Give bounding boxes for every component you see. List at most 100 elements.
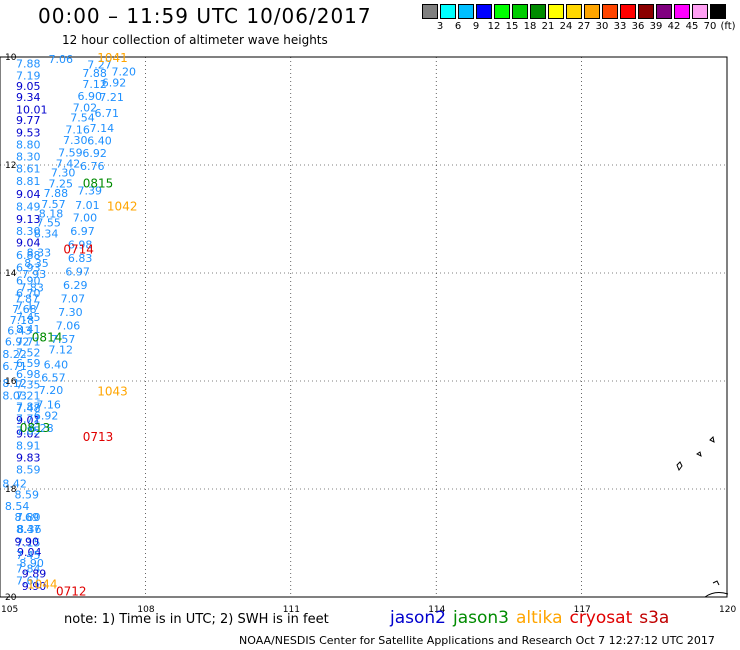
wave-height-label: 6.70 xyxy=(16,287,41,300)
color-scale-label: 36 xyxy=(631,21,645,32)
y-tick-label: 20 xyxy=(5,593,17,603)
wave-height-label: 6.92 xyxy=(82,147,107,160)
color-scale-label: 27 xyxy=(577,21,591,32)
wave-height-label: 7.83 xyxy=(19,282,43,295)
wave-height-label: 8.33 xyxy=(27,246,52,259)
wave-height-label: 9.02 xyxy=(16,427,41,440)
wave-height-label: 8.90 xyxy=(19,557,43,570)
color-swatch xyxy=(692,4,708,19)
legend-altika: altika xyxy=(516,608,563,628)
wave-height-label: 9.13 xyxy=(16,213,41,226)
color-swatch xyxy=(620,4,636,19)
legend-cryosat: cryosat xyxy=(569,608,633,628)
wave-height-label: 9.01 xyxy=(16,414,41,427)
coastline-islands xyxy=(676,435,729,598)
wave-height-label: 7.06 xyxy=(48,53,73,66)
wave-height-label: 6.98 xyxy=(16,368,41,381)
wave-height-label: 6.92 xyxy=(34,409,59,422)
color-scale-label: 18 xyxy=(523,21,537,32)
x-tick-label: 111 xyxy=(283,605,300,615)
wave-height-label: 7.21 xyxy=(16,390,41,403)
wave-height-label: 7.52 xyxy=(16,346,41,359)
wave-height-label: 7.87 xyxy=(16,400,41,413)
wave-height-label: 7.68 xyxy=(12,303,37,316)
x-tick-label: 117 xyxy=(574,605,591,615)
axis-tick-labels: 105 108 111 114 117 120 10 12 14 16 18 20 xyxy=(1,53,736,615)
wave-height-label: 7.48 xyxy=(16,402,41,415)
color-swatch xyxy=(548,4,564,19)
wave-height-label: 7.85 xyxy=(16,425,41,438)
wave-height-label: 9.34 xyxy=(16,91,41,104)
wave-height-label: 8.54 xyxy=(5,500,30,513)
wave-height-label: 7.14 xyxy=(90,122,115,135)
wave-height-label: 6.29 xyxy=(63,279,88,292)
wave-height-label: 7.15 xyxy=(16,536,41,549)
wave-height-label: 8.49 xyxy=(16,201,41,214)
wave-height-label: 6.92 xyxy=(5,336,30,349)
color-scale-label: 6 xyxy=(454,21,462,32)
wave-height-label: 8.12 xyxy=(2,377,27,390)
wave-height-label: 8.80 xyxy=(16,138,41,151)
wave-height-label: 6.43 xyxy=(7,325,32,338)
color-swatch xyxy=(584,4,600,19)
color-swatch xyxy=(422,4,438,19)
map-frame xyxy=(0,56,728,598)
wave-height-label: 7.88 xyxy=(82,67,107,80)
wave-height-label: 7.27 xyxy=(87,58,112,71)
wave-height-label: 6.93 xyxy=(16,262,41,275)
pass-time-label: 1044 xyxy=(27,578,58,592)
pass-time-label: 0712 xyxy=(56,585,87,599)
y-tick-label: 10 xyxy=(5,53,17,63)
color-scale-label: (ft) xyxy=(720,21,736,32)
color-scale-label: 39 xyxy=(649,21,663,32)
map-grid xyxy=(0,56,728,598)
wave-height-label: 7.88 xyxy=(44,187,68,200)
wave-height-label: 7.01 xyxy=(75,199,100,212)
color-swatch xyxy=(602,4,618,19)
wave-height-label: 6.88 xyxy=(16,249,41,262)
wave-height-label: 6.90 xyxy=(78,90,103,103)
wave-height-label: 7.30 xyxy=(51,166,76,179)
color-swatch xyxy=(638,4,654,19)
color-scale-label: 3 xyxy=(436,21,444,32)
map-title: 00:00 – 11:59 UTC 10/06/2017 xyxy=(38,4,372,28)
wave-height-label: 7.88 xyxy=(16,57,41,70)
color-scale-label: 24 xyxy=(559,21,573,32)
wave-height-label: 9.04 xyxy=(17,546,42,559)
color-scale-label: 42 xyxy=(667,21,681,32)
wave-height-label: 8.81 xyxy=(16,175,41,188)
wave-height-label: 7.17 xyxy=(16,299,41,312)
wave-height-label: 6.40 xyxy=(87,135,112,148)
color-swatch xyxy=(440,4,456,19)
wave-height-label: 7.71 xyxy=(16,336,41,349)
wave-height-label: 7.12 xyxy=(82,78,107,91)
wave-height-label: 7.07 xyxy=(61,292,85,305)
wave-height-label: 7.21 xyxy=(99,91,124,104)
wave-height-label: 8.30 xyxy=(16,150,41,163)
credit-line: NOAA/NESDIS Center for Satellite Applica… xyxy=(239,634,715,647)
wave-height-label: 8.34 xyxy=(34,228,59,241)
wave-height-label: 6.92 xyxy=(102,76,127,89)
color-scale-label: 30 xyxy=(595,21,609,32)
wave-height-label: 8.18 xyxy=(39,208,64,221)
satellite-legend: jason2 jason3 altika cryosat s3a xyxy=(390,608,676,628)
wave-height-label: 7.72 xyxy=(16,413,41,426)
color-scale-label: 45 xyxy=(685,21,699,32)
wave-height-label: 6.28 xyxy=(29,422,54,435)
wave-height-label: 9.89 xyxy=(22,568,46,581)
pass-time-label: 1041 xyxy=(97,51,128,65)
color-swatch xyxy=(530,4,546,19)
wave-height-label: 8.69 xyxy=(15,511,40,524)
wave-height-label: 7.93 xyxy=(22,268,46,281)
color-swatch xyxy=(566,4,582,19)
wave-height-label: 6.40 xyxy=(44,359,68,372)
wave-height-label: 6.97 xyxy=(70,225,95,238)
y-tick-label: 12 xyxy=(5,161,16,171)
wave-height-label: 8.59 xyxy=(15,488,40,501)
wave-height-labels: 7.06 7.277.207.886.927.126.907.217.026.71… xyxy=(2,53,136,593)
wave-height-label: 8.41 xyxy=(16,323,41,336)
pass-time-label: 0714 xyxy=(63,243,94,257)
wave-height-label: 6.98 xyxy=(68,238,93,251)
